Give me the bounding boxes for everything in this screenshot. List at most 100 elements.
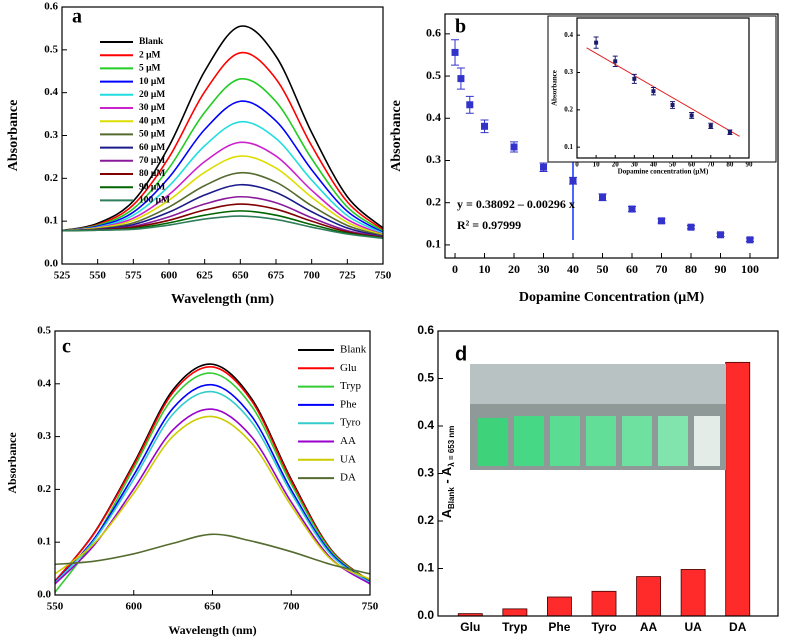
- vial: [658, 416, 688, 466]
- data-point: [687, 223, 695, 231]
- ylabel-part: λ = 653 nm: [447, 426, 456, 467]
- x-tick-label: 50: [597, 262, 609, 276]
- legend-label: 60 μM: [139, 143, 165, 153]
- x-tick-label: 650: [204, 601, 221, 613]
- x-tick-label: 70: [655, 262, 667, 276]
- fit-line: [586, 47, 740, 137]
- y-tick-label: 0.2: [564, 105, 573, 113]
- bar: [502, 608, 528, 617]
- ylabel-part: A: [439, 508, 454, 518]
- y-tick-label: 0.6: [417, 323, 434, 337]
- x-tick-label: 70: [707, 161, 715, 169]
- y-tick-label: 0.1: [37, 536, 51, 548]
- x-tick-label: 625: [196, 270, 213, 282]
- spectrum-line: [62, 183, 383, 238]
- spectrum-line: [55, 415, 370, 580]
- x-tick-label: 90: [714, 262, 726, 276]
- bar: [546, 596, 572, 617]
- legend-label: Tyro: [340, 417, 361, 429]
- plot-frame: [61, 6, 384, 265]
- spectrum-line: [62, 155, 383, 236]
- y-axis-title: Absorbance: [6, 100, 21, 172]
- plot-frame: [444, 13, 779, 259]
- data-point: [466, 101, 474, 109]
- panel-label: b: [455, 16, 466, 38]
- plot-frame: [437, 330, 779, 617]
- data-point: [451, 48, 459, 56]
- y-axis-title: Absorbance: [5, 432, 19, 494]
- x-tick-label: 0: [452, 262, 458, 276]
- x-tick-label: 675: [268, 270, 285, 282]
- data-point: [689, 113, 694, 118]
- y-tick-label: 0.5: [426, 68, 441, 82]
- data-point: [599, 193, 607, 201]
- spectrum-line: [62, 100, 383, 233]
- y-tick-label: 0.6: [426, 26, 441, 40]
- x-axis-title: Dopamine Concentration (μM): [519, 290, 705, 305]
- legend-label: AA: [340, 435, 356, 447]
- y-axis-title: Absorbance: [551, 70, 559, 106]
- y-tick-label: 0.0: [44, 258, 58, 270]
- legend-label: 80 μM: [139, 169, 165, 179]
- x-axis-title: Wavelength (nm): [171, 292, 274, 307]
- y-tick-label: 0.1: [44, 215, 58, 227]
- x-tick-label: 550: [89, 270, 106, 282]
- x-tick-label: 30: [631, 161, 639, 169]
- data-point: [628, 205, 636, 213]
- spectrum-line: [62, 25, 383, 232]
- x-tick-label: 600: [161, 270, 178, 282]
- photo-wall: [470, 364, 726, 404]
- x-tick-label: 10: [593, 161, 601, 169]
- spectrum-line: [62, 141, 383, 236]
- y-tick-label: 0.3: [564, 68, 573, 76]
- y-tick-label: 0.5: [44, 43, 58, 55]
- data-point: [632, 76, 637, 81]
- x-tick-label: 575: [125, 270, 142, 282]
- legend-label: 10 μM: [139, 77, 165, 87]
- x-tick-label: 700: [283, 601, 300, 613]
- y-tick-label: 0.1: [426, 237, 441, 251]
- y-tick-label: 0.4: [564, 31, 573, 39]
- legend-label: 100 μM: [139, 196, 170, 206]
- data-point: [716, 231, 724, 239]
- y-tick-label: 0.2: [426, 194, 441, 208]
- data-point: [651, 89, 656, 94]
- x-tick-label: 100: [741, 262, 759, 276]
- y-tick-label: 0.5: [417, 371, 434, 385]
- legend-label: Blank: [340, 344, 367, 356]
- data-point: [727, 130, 732, 135]
- inset-box: [547, 15, 777, 163]
- legend-label: DA: [340, 472, 356, 484]
- fit-r2: R² = 0.97999: [457, 218, 521, 232]
- x-tick-label: 20: [508, 262, 520, 276]
- vial: [622, 416, 652, 466]
- ylabel-part: Blank: [447, 487, 456, 509]
- x-tick-label: 10: [479, 262, 491, 276]
- legend-label: 5 μM: [139, 64, 161, 74]
- x-tick-label: 80: [726, 161, 734, 169]
- data-point: [457, 75, 465, 83]
- data-point: [746, 236, 754, 244]
- spectrum-line: [55, 384, 370, 583]
- x-tick-label: 750: [362, 601, 379, 613]
- spectrum-line: [62, 120, 383, 234]
- bar: [636, 576, 662, 617]
- vial-photo: [470, 364, 726, 470]
- data-point: [569, 177, 577, 185]
- legend-label: 90 μM: [139, 182, 165, 192]
- legend-label: 2 μM: [139, 50, 161, 60]
- x-tick-label: 550: [47, 601, 64, 613]
- vial: [514, 416, 544, 466]
- vial: [478, 418, 508, 466]
- y-tick-label: 0.4: [426, 110, 441, 124]
- x-tick-label: 750: [375, 270, 392, 282]
- legend-label: 30 μM: [139, 103, 165, 113]
- legend-label: 70 μM: [139, 156, 165, 166]
- x-tick-label: 90: [746, 161, 754, 169]
- y-tick-label: 0.2: [417, 513, 434, 527]
- spectrum-line: [55, 533, 370, 575]
- data-point: [594, 40, 599, 45]
- y-axis-title: ABlank - Aλ = 653 nm: [439, 426, 456, 519]
- y-tick-label: 0.2: [37, 483, 51, 495]
- x-tick-label: Tyro: [591, 620, 616, 634]
